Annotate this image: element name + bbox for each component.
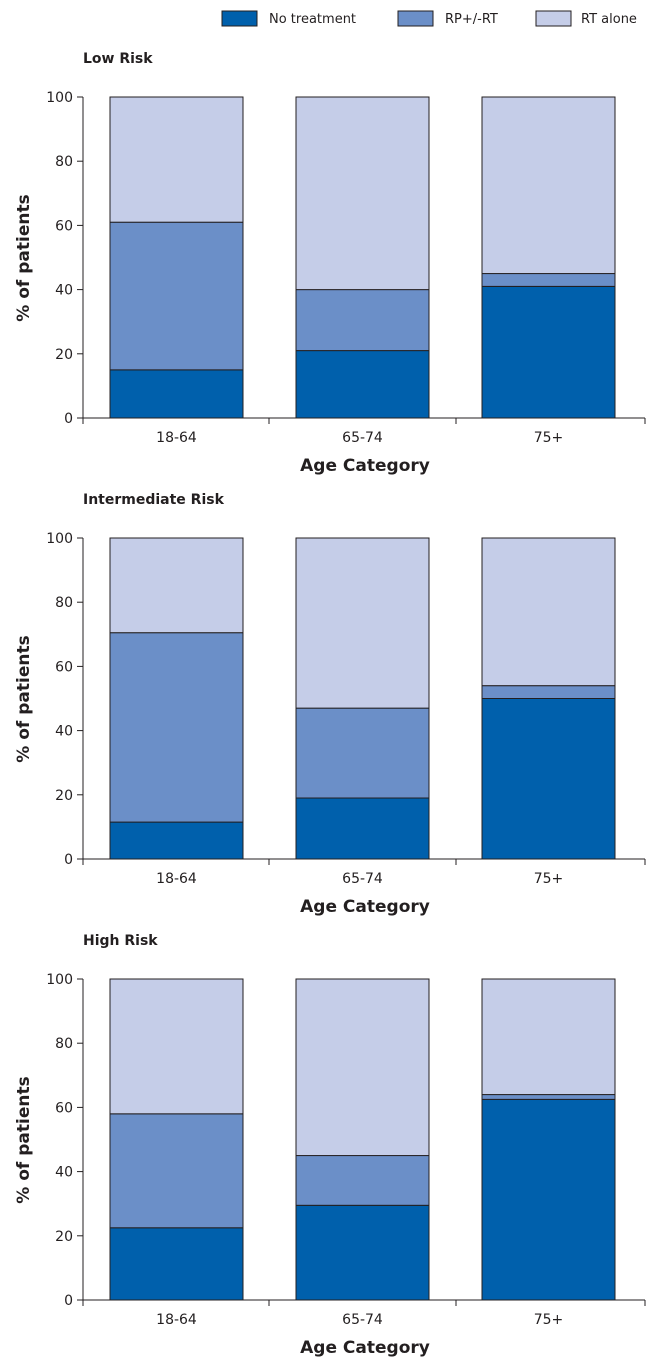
bar-segment-65-74-rt-alone (295, 537, 430, 709)
y-tick-label: 20 (55, 1229, 73, 1245)
bar-segment-18-64-rp-rt (109, 1113, 244, 1229)
y-tick-label: 100 (46, 90, 73, 106)
y-tick-label: 40 (55, 283, 73, 299)
x-axis-title: Age Category (300, 456, 430, 476)
bar-segment-65-74-rp-rt (295, 707, 430, 799)
y-tick-label: 20 (55, 788, 73, 804)
bar-segment-75-rt-alone (481, 978, 616, 1096)
y-axis-title: % of patients (14, 194, 34, 321)
y-tick-label: 20 (55, 347, 73, 363)
bar-segment-18-64-no-treatment (109, 369, 244, 419)
x-tick-label-18-64: 18-64 (156, 430, 197, 446)
legend-swatch-no-treatment (221, 10, 258, 27)
y-tick-label: 80 (55, 595, 73, 611)
legend-label-rt-alone: RT alone (581, 12, 637, 27)
y-axis-title: % of patients (14, 1076, 34, 1203)
bar-segment-65-74-no-treatment (295, 797, 430, 860)
x-axis-title: Age Category (300, 897, 430, 917)
bar-segment-18-64-rt-alone (109, 978, 244, 1115)
bar-segment-18-64-no-treatment (109, 821, 244, 860)
x-tick-label-65-74: 65-74 (342, 1312, 383, 1328)
x-tick-label-75: 75+ (534, 1312, 564, 1328)
bar-segment-18-64-rp-rt (109, 632, 244, 823)
chart-panel-intermediate-risk: Intermediate Risk 0 20 40 60 80 100 18-64 65-74 7… (14, 492, 646, 917)
bar-segment-18-64-no-treatment (109, 1227, 244, 1301)
legend: No treatment RP+/-RT RT alone (221, 10, 637, 27)
y-tick-label: 80 (55, 154, 73, 170)
chart-panel-high-risk: High Risk 0 20 40 60 80 100 18-64 65-74 75+ Age Ca… (14, 933, 646, 1358)
x-tick-label-75: 75+ (534, 430, 564, 446)
y-tick-label: 0 (64, 1293, 73, 1309)
legend-label-no-treatment: No treatment (269, 12, 356, 27)
bar-segment-65-74-rp-rt (295, 1155, 430, 1206)
y-tick-label: 100 (46, 531, 73, 547)
x-tick-label-18-64: 18-64 (156, 1312, 197, 1328)
bar-segment-75-rp-rt (481, 685, 616, 699)
x-tick-label-65-74: 65-74 (342, 430, 383, 446)
y-axis-title: % of patients (14, 635, 34, 762)
y-tick-label: 0 (64, 411, 73, 427)
x-tick-label-65-74: 65-74 (342, 871, 383, 887)
bar-segment-75-rp-rt (481, 1094, 616, 1100)
y-tick-label: 60 (55, 659, 73, 675)
y-tick-label: 60 (55, 218, 73, 234)
panel-title: Low Risk (83, 51, 153, 67)
bar-segment-75-rt-alone (481, 96, 616, 275)
bar-segment-65-74-rt-alone (295, 96, 430, 291)
x-tick-label-18-64: 18-64 (156, 871, 197, 887)
bar-segment-75-no-treatment (481, 698, 616, 860)
legend-label-rp-rt: RP+/-RT (445, 12, 498, 27)
x-tick-label-75: 75+ (534, 871, 564, 887)
legend-swatch-rt-alone (535, 10, 572, 27)
x-axis-title: Age Category (300, 1338, 430, 1358)
y-tick-label: 80 (55, 1036, 73, 1052)
bar-segment-65-74-rt-alone (295, 978, 430, 1157)
y-tick-label: 40 (55, 1165, 73, 1181)
chart-panels: Low Risk 0 20 40 60 80 100 18-64 65-74 75+ Age Cat… (14, 51, 646, 1358)
bar-segment-65-74-rp-rt (295, 289, 430, 352)
y-tick-label: 100 (46, 972, 73, 988)
bar-segment-75-rt-alone (481, 537, 616, 687)
bar-segment-18-64-rt-alone (109, 537, 244, 634)
y-tick-label: 40 (55, 724, 73, 740)
bar-segment-65-74-no-treatment (295, 1204, 430, 1301)
bar-segment-18-64-rp-rt (109, 221, 244, 371)
bar-segment-75-no-treatment (481, 285, 616, 419)
panel-title: Intermediate Risk (83, 492, 225, 508)
bar-segment-65-74-no-treatment (295, 350, 430, 419)
bar-segment-75-no-treatment (481, 1098, 616, 1301)
y-tick-label: 60 (55, 1100, 73, 1116)
chart-panel-low-risk: Low Risk 0 20 40 60 80 100 18-64 65-74 75+ Age Cat… (14, 51, 646, 476)
panel-title: High Risk (83, 933, 158, 949)
y-tick-label: 0 (64, 852, 73, 868)
legend-swatch-rp-rt (397, 10, 434, 27)
bar-segment-18-64-rt-alone (109, 96, 244, 223)
bar-segment-75-rp-rt (481, 273, 616, 287)
